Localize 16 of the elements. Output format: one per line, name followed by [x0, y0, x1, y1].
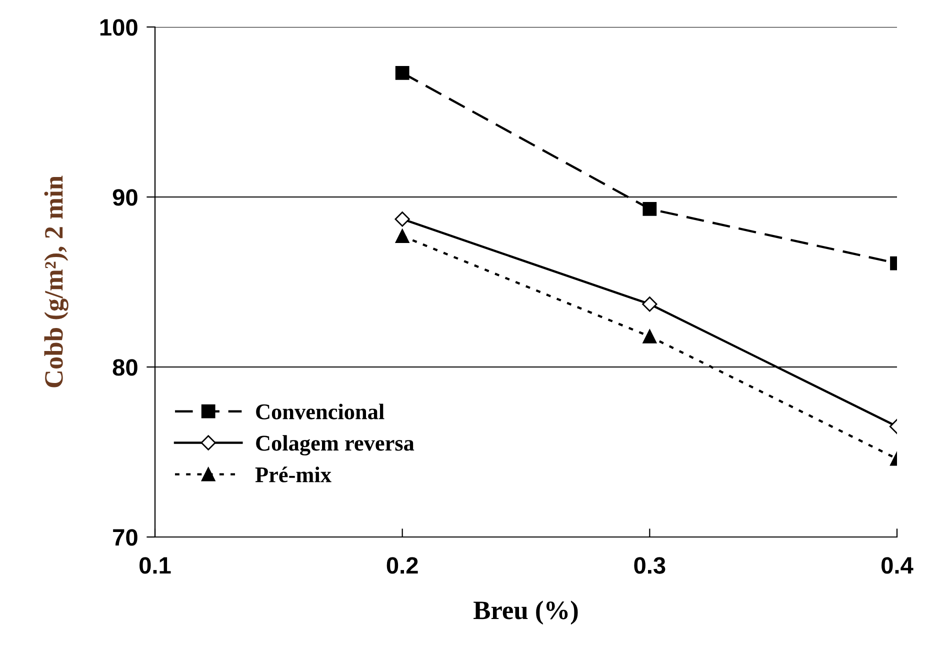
- point: [394, 212, 410, 227]
- y-tick-label: 70: [113, 529, 138, 546]
- y-tick-label: 90: [112, 189, 138, 206]
- y-tick-label: 80: [112, 359, 138, 376]
- legend-label: Convencional: [256, 404, 384, 420]
- x-tick-label: 0.3: [634, 557, 666, 574]
- point: [395, 66, 410, 80]
- y-tick-label: 100: [100, 19, 138, 36]
- x-axis-title: Breu (%): [474, 600, 578, 625]
- legend-label: Pré-mix: [255, 466, 332, 482]
- legend-label: Colagem reversa: [256, 435, 414, 456]
- x-tick-label: 0.2: [386, 557, 418, 574]
- point: [395, 229, 410, 244]
- x-tick-label: 0.1: [140, 557, 171, 574]
- x-tick-label: 0.4: [882, 557, 914, 574]
- y-axis-title: Cobb (g/m²), 2 min: [44, 176, 68, 388]
